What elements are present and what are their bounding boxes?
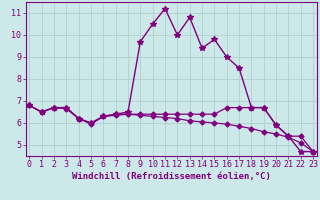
X-axis label: Windchill (Refroidissement éolien,°C): Windchill (Refroidissement éolien,°C) xyxy=(72,172,271,181)
